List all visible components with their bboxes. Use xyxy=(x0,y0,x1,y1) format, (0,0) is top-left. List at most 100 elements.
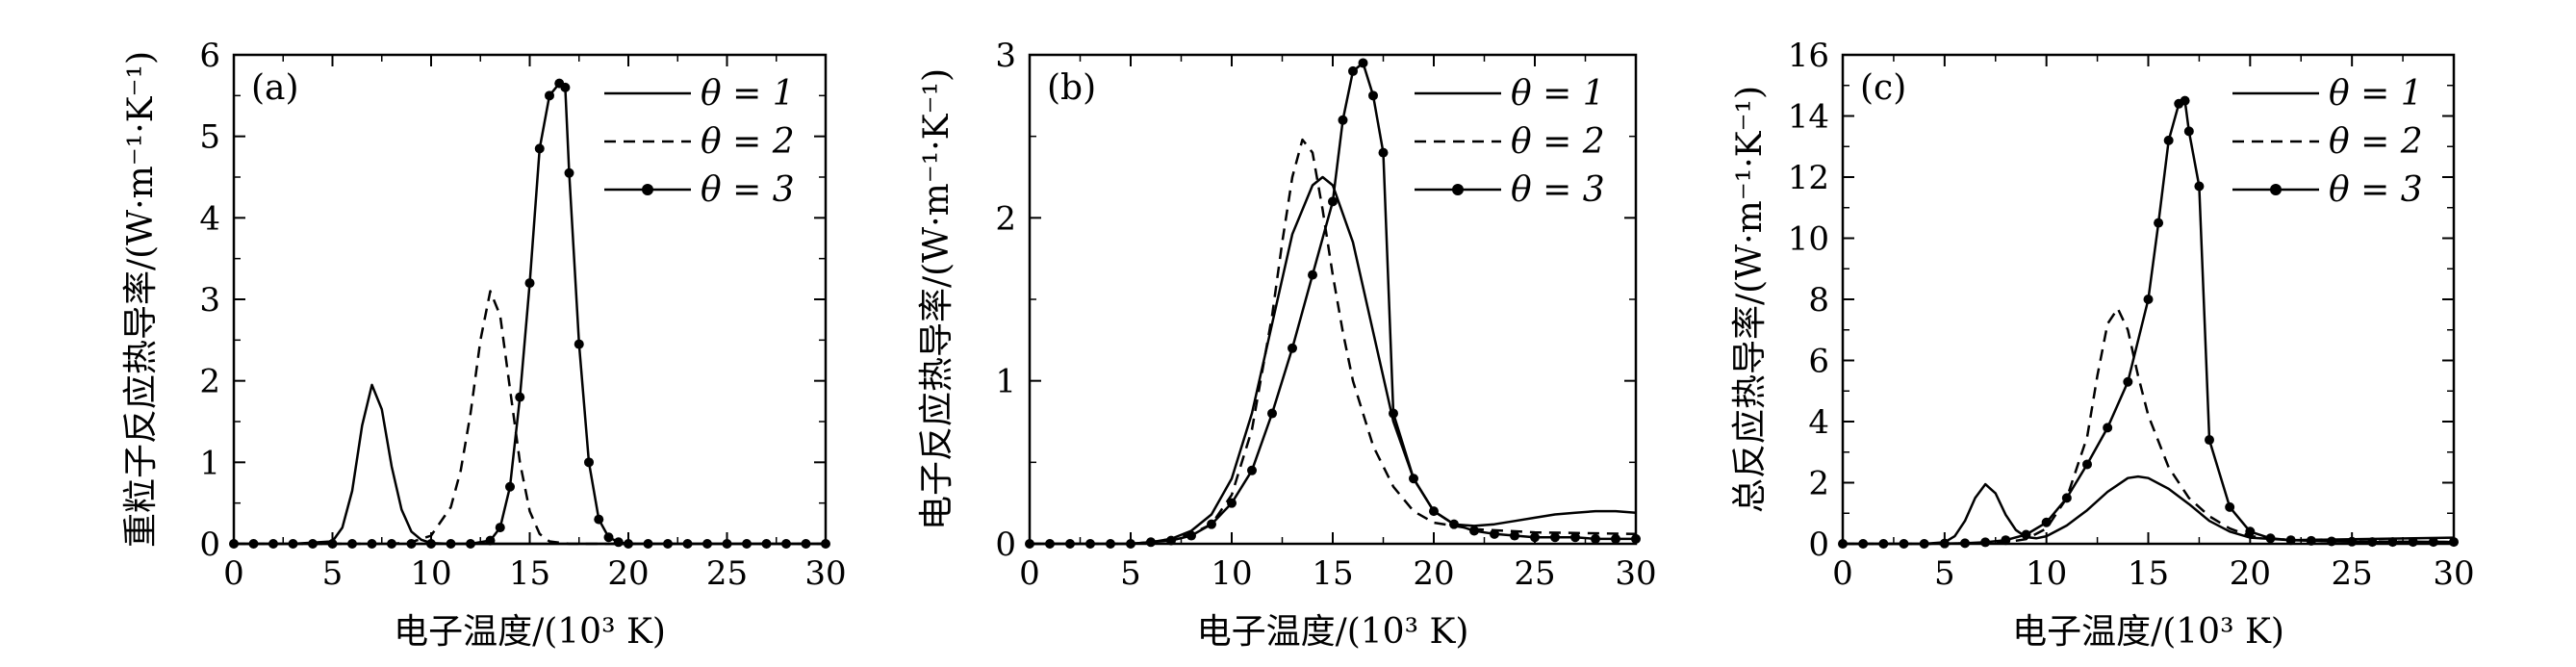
data-point-theta-3 xyxy=(1065,539,1075,549)
data-point-theta-3 xyxy=(584,457,594,468)
data-point-theta-3 xyxy=(1591,533,1600,544)
data-point-theta-3 xyxy=(1449,519,1459,529)
y-tick-label: 4 xyxy=(199,199,220,238)
y-tick-label: 0 xyxy=(995,526,1016,564)
legend-label-theta-2: θ = 2 xyxy=(701,122,795,162)
x-tick-label: 15 xyxy=(2128,554,2169,593)
data-point-theta-3 xyxy=(702,539,712,549)
series-line-theta-1 xyxy=(1030,175,1637,546)
data-point-theta-3 xyxy=(2082,459,2092,470)
y-axis-title: 总反应热导率/(W·m⁻¹·K⁻¹) xyxy=(1730,86,1770,513)
data-point-theta-3 xyxy=(1308,269,1317,280)
y-tick-label: 14 xyxy=(1788,98,1829,137)
legend-marker-theta-3 xyxy=(642,184,653,195)
data-point-theta-3 xyxy=(2001,535,2011,546)
chart-panel-b: 0 5 10 15 20 25 30 0 1 2 3 电子温度/(10³ K) 电子反应热导率/(W·m… xyxy=(917,37,1657,652)
data-point-theta-3 xyxy=(2285,535,2296,546)
y-tick-label: 2 xyxy=(199,363,220,401)
x-tick-label: 0 xyxy=(1832,554,1853,593)
x-tick-label: 5 xyxy=(322,554,344,593)
data-point-theta-3 xyxy=(2408,537,2418,548)
data-point-theta-3 xyxy=(308,539,318,549)
legend-marker-theta-3 xyxy=(2270,184,2282,195)
data-point-theta-3 xyxy=(801,539,811,549)
y-axis-title: 电子反应热导率/(W·m⁻¹·K⁻¹) xyxy=(917,68,956,530)
data-point-theta-3 xyxy=(1358,58,1368,68)
data-point-theta-3 xyxy=(1106,539,1115,549)
data-point-theta-3 xyxy=(643,539,653,549)
series-line-theta-2 xyxy=(1843,307,2455,546)
y-tick-label: 0 xyxy=(1808,526,1829,564)
x-tick-label: 0 xyxy=(223,554,244,593)
data-point-theta-3 xyxy=(2347,536,2358,547)
data-point-theta-3 xyxy=(1389,408,1398,419)
y-axis-title: 重粒子反应热导率/(W·m⁻¹·K⁻¹) xyxy=(121,51,161,548)
data-point-theta-3 xyxy=(1611,533,1620,544)
data-point-theta-3 xyxy=(1980,537,1991,548)
data-point-theta-3 xyxy=(2021,529,2031,540)
x-tick-label: 30 xyxy=(804,554,846,593)
data-point-theta-3 xyxy=(574,339,584,349)
data-point-theta-3 xyxy=(1207,519,1216,529)
data-point-theta-3 xyxy=(560,82,571,92)
legend-label-theta-3: θ = 3 xyxy=(2329,170,2423,210)
data-point-theta-3 xyxy=(1919,539,1929,549)
data-point-theta-3 xyxy=(1510,530,1519,541)
data-point-theta-3 xyxy=(781,539,791,549)
data-point-theta-3 xyxy=(2225,501,2235,512)
y-tick-label: 3 xyxy=(995,37,1016,75)
data-point-theta-3 xyxy=(495,523,505,533)
x-tick-label: 20 xyxy=(2230,554,2271,593)
data-point-theta-3 xyxy=(722,539,732,549)
y-tick-label: 16 xyxy=(1788,37,1829,75)
data-point-theta-3 xyxy=(426,539,436,549)
data-point-theta-3 xyxy=(1960,538,1970,549)
series-line-theta-1 xyxy=(234,383,826,546)
panel-label: (b) xyxy=(1047,68,1096,108)
chart-panel-a: 0 5 10 15 20 25 30 0 1 2 3 4 5 6 电子温度/(10³ K) 重粒子反应热导率/… xyxy=(121,37,847,652)
y-tick-label: 2 xyxy=(995,199,1016,238)
data-point-theta-3 xyxy=(1631,533,1641,544)
data-point-theta-3 xyxy=(2327,536,2336,547)
data-point-theta-3 xyxy=(248,539,259,549)
y-tick-label: 10 xyxy=(1788,220,1829,259)
data-point-theta-3 xyxy=(2123,376,2133,387)
data-point-theta-3 xyxy=(2265,533,2276,544)
data-point-theta-3 xyxy=(2143,295,2154,304)
data-point-theta-3 xyxy=(761,539,772,549)
data-point-theta-3 xyxy=(1429,506,1439,517)
x-tick-label: 25 xyxy=(1514,554,1555,593)
data-point-theta-3 xyxy=(1469,526,1479,536)
data-point-theta-3 xyxy=(682,539,693,549)
y-tick-label: 1 xyxy=(199,444,220,482)
data-point-theta-3 xyxy=(1899,539,1909,549)
data-point-theta-3 xyxy=(742,539,752,549)
y-tick-label: 0 xyxy=(199,526,220,564)
x-axis-title: 电子温度/(10³ K) xyxy=(2012,612,2284,652)
data-point-theta-3 xyxy=(594,514,604,525)
legend-label-theta-3: θ = 3 xyxy=(701,170,795,210)
y-tick-label: 1 xyxy=(995,363,1016,401)
x-tick-label: 5 xyxy=(1120,554,1141,593)
legend-label-theta-2: θ = 2 xyxy=(2329,122,2423,162)
data-point-theta-3 xyxy=(2183,126,2194,137)
x-tick-label: 10 xyxy=(410,554,451,593)
data-point-theta-3 xyxy=(1838,539,1848,549)
data-point-theta-3 xyxy=(524,278,535,289)
data-point-theta-3 xyxy=(1247,465,1257,475)
data-point-theta-3 xyxy=(2194,181,2205,192)
data-point-theta-3 xyxy=(2154,218,2164,228)
data-point-theta-3 xyxy=(1530,532,1540,543)
x-tick-label: 15 xyxy=(1312,554,1353,593)
data-point-theta-3 xyxy=(1490,528,1499,539)
data-point-theta-3 xyxy=(1045,539,1055,549)
data-point-theta-3 xyxy=(1166,535,1176,546)
data-point-theta-3 xyxy=(1939,538,1950,549)
data-point-theta-3 xyxy=(2041,517,2052,527)
data-point-theta-3 xyxy=(613,537,624,548)
data-point-theta-3 xyxy=(1126,539,1135,549)
data-point-theta-3 xyxy=(2387,537,2398,548)
data-point-theta-3 xyxy=(2245,526,2256,537)
data-point-theta-3 xyxy=(564,167,574,178)
data-point-theta-3 xyxy=(268,539,278,549)
